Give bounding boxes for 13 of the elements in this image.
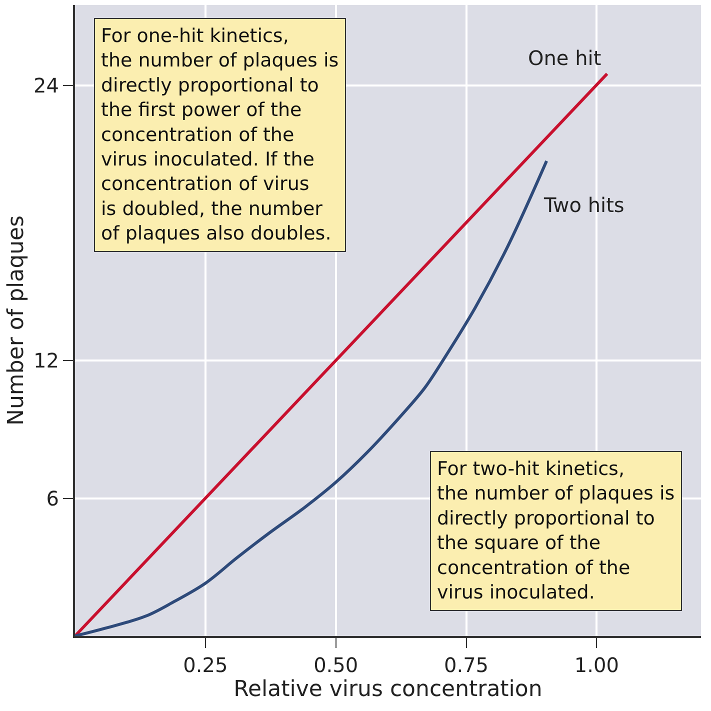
series-label: One hit <box>528 46 602 70</box>
text: For one-hit kinetics, the number of plaques is directly proportional to the first power of the concentration of the virus inoculated. If the concentration of virus is doubled, the number of plaques also doubles. <box>101 25 339 245</box>
x-tick-label: 0.50 <box>314 653 358 677</box>
y-tick-label: 6 <box>46 486 59 510</box>
y-axis-title: Number of plaques <box>4 215 29 426</box>
x-tick-label: 0.25 <box>183 653 228 677</box>
series-label: Two hits <box>543 193 624 217</box>
annotation: For two-hit kinetics, the number of plaques is directly proportional to the square of the concentration of the virus inoculated. <box>437 458 675 604</box>
y-tick-label: 24 <box>34 73 59 98</box>
y-tick-label: 12 <box>34 348 59 373</box>
x-axis-title: Relative virus concentration <box>234 677 542 702</box>
x-tick-label: 0.75 <box>444 653 489 677</box>
x-tick-label: 1.00 <box>574 653 619 677</box>
